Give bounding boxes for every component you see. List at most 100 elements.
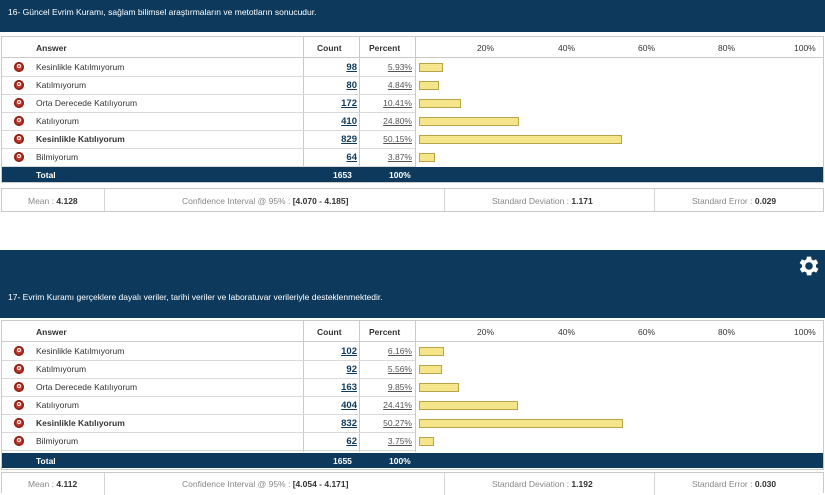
percent-bar [419, 365, 442, 374]
percent-header: Percent [369, 43, 401, 53]
answer-label: Kesinlikle Katılmıyorum [36, 346, 125, 356]
count-link[interactable]: 98 [346, 62, 357, 73]
count-link[interactable]: 62 [346, 436, 357, 447]
answer-label: Katılmıyorum [36, 80, 87, 90]
answer-label: Orta Derecede Katılıyorum [36, 98, 138, 108]
respondent-icon[interactable] [14, 152, 24, 162]
answer-label: Kesinlikle Katılıyorum [36, 134, 125, 144]
respondent-icon[interactable] [14, 98, 24, 108]
gear-icon[interactable] [796, 253, 822, 279]
percent-link[interactable]: 5.56% [387, 364, 412, 374]
question-title: 16- Güncel Evrim Kuramı, sağlam bilimsel… [8, 7, 317, 17]
percent-link[interactable]: 4.84% [387, 80, 412, 90]
count-link[interactable]: 92 [346, 364, 357, 375]
total-percent: 100% [389, 170, 411, 180]
answer-label: Katılıyorum [36, 116, 79, 126]
scale-80: 80% [718, 43, 736, 53]
percent-link[interactable]: 5.93% [387, 62, 412, 72]
count-link[interactable]: 172 [341, 98, 357, 109]
col-divider [415, 321, 416, 452]
stats-divider [444, 473, 445, 495]
col-divider [415, 37, 416, 168]
respondent-icon[interactable] [14, 134, 24, 144]
percent-link[interactable]: 3.87% [387, 152, 412, 162]
results-table-17: Answer Count Percent 20% 40% 60% 80% 100… [1, 320, 824, 470]
table-row: Katılıyorum 404 24.41% [2, 396, 415, 415]
respondent-icon[interactable] [14, 418, 24, 428]
total-count: 1653 [333, 170, 352, 180]
table-header: Answer Count Percent 20% 40% 60% 80% 100… [2, 321, 823, 342]
table-row: Kesinlikle Katılmıyorum 102 6.16% [2, 342, 415, 361]
respondent-icon[interactable] [14, 80, 24, 90]
answer-label: Katılıyorum [36, 400, 79, 410]
scale-40: 40% [558, 327, 576, 337]
col-divider [303, 321, 304, 452]
sd-stat: Standard Deviation : 1.192 [492, 479, 593, 489]
percent-bar [419, 419, 623, 428]
table-row: Katılmıyorum 92 5.56% [2, 360, 415, 379]
percent-link[interactable]: 9.85% [387, 382, 412, 392]
table-row: Kesinlikle Katılmıyorum 98 5.93% [2, 58, 415, 77]
respondent-icon[interactable] [14, 382, 24, 392]
respondent-icon[interactable] [14, 400, 24, 410]
percent-bar [419, 347, 444, 356]
table-row: Katılıyorum 410 24.80% [2, 112, 415, 131]
stats-divider [104, 473, 105, 495]
table-row: Bilmiyorum 62 3.75% [2, 432, 415, 451]
scale-80: 80% [718, 327, 736, 337]
answer-label: Orta Derecede Katılıyorum [36, 382, 138, 392]
se-stat: Standard Error : 0.029 [692, 196, 777, 206]
ci-stat: Confidence Interval @ 95% : [4.054 - 4.1… [182, 479, 349, 489]
question-title: 17- Evrim Kuramı gerçeklere dayalı veril… [8, 292, 383, 302]
table-row: Bilmiyorum 64 3.87% [2, 148, 415, 167]
total-row: Total 1653 100% [2, 167, 823, 182]
percent-bar [419, 401, 518, 410]
scale-100: 100% [794, 43, 816, 53]
question-header-16: 16- Güncel Evrim Kuramı, sağlam bilimsel… [0, 0, 825, 32]
percent-bar [419, 437, 435, 446]
table-row: Katılmıyorum 80 4.84% [2, 76, 415, 95]
count-link[interactable]: 163 [341, 382, 357, 393]
respondent-icon[interactable] [14, 116, 24, 126]
answer-label: Kesinlikle Katılıyorum [36, 418, 125, 428]
count-link[interactable]: 64 [346, 152, 357, 163]
table-row: Orta Derecede Katılıyorum 163 9.85% [2, 378, 415, 397]
col-divider [359, 37, 360, 168]
percent-link[interactable]: 50.15% [383, 134, 412, 144]
count-link[interactable]: 410 [341, 116, 357, 127]
percent-bar [419, 117, 520, 126]
count-link[interactable]: 829 [341, 134, 357, 145]
percent-link[interactable]: 50.27% [383, 418, 412, 428]
count-link[interactable]: 102 [341, 346, 357, 357]
percent-link[interactable]: 24.80% [383, 116, 412, 126]
count-link[interactable]: 404 [341, 400, 357, 411]
count-link[interactable]: 832 [341, 418, 357, 429]
count-link[interactable]: 80 [346, 80, 357, 91]
stats-divider [444, 189, 445, 211]
total-label: Total [36, 456, 56, 466]
percent-link[interactable]: 3.75% [387, 436, 412, 446]
percent-bar [419, 81, 439, 90]
total-percent: 100% [389, 456, 411, 466]
scale-60: 60% [638, 43, 656, 53]
answer-label: Bilmiyorum [36, 436, 79, 446]
table-header: Answer Count Percent 20% 40% 60% 80% 100… [2, 37, 823, 58]
percent-header: Percent [369, 327, 401, 337]
scale-20: 20% [477, 327, 495, 337]
respondent-icon[interactable] [14, 62, 24, 72]
mean-stat: Mean : 4.112 [28, 479, 78, 489]
scale-100: 100% [794, 327, 816, 337]
percent-link[interactable]: 10.41% [383, 98, 412, 108]
answer-label: Bilmiyorum [36, 152, 79, 162]
percent-link[interactable]: 6.16% [387, 346, 412, 356]
answer-label: Kesinlikle Katılmıyorum [36, 62, 125, 72]
stats-divider [654, 189, 655, 211]
mean-stat: Mean : 4.128 [28, 196, 78, 206]
percent-link[interactable]: 24.41% [383, 400, 412, 410]
col-divider [303, 37, 304, 168]
scale-60: 60% [638, 327, 656, 337]
respondent-icon[interactable] [14, 364, 24, 374]
total-label: Total [36, 170, 56, 180]
respondent-icon[interactable] [14, 346, 24, 356]
respondent-icon[interactable] [14, 436, 24, 446]
